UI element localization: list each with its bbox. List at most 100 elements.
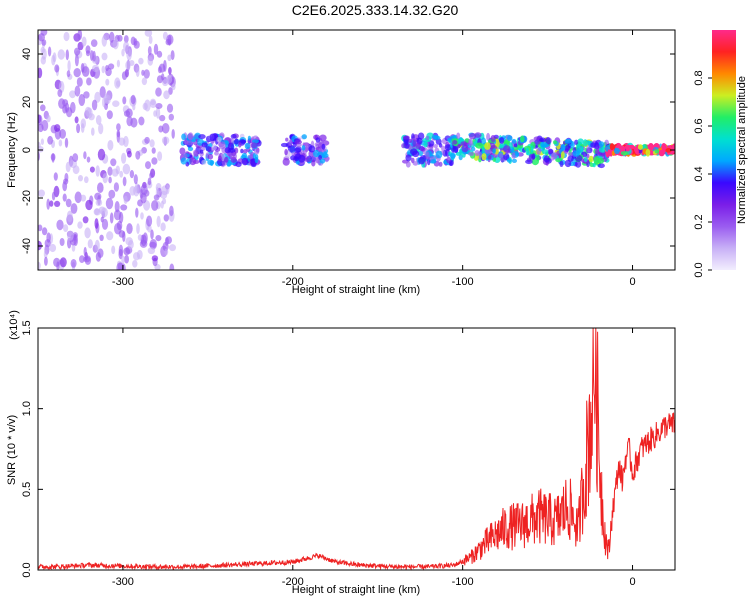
heatmap-cell: [425, 151, 430, 160]
spectrogram-y-tick-label: 0: [21, 147, 33, 153]
heatmap-cell: [106, 231, 114, 241]
spectrogram-y-ticks: -40 -20 0 20 40: [21, 48, 675, 254]
heatmap-cell: [99, 234, 104, 241]
heatmap-cell: [79, 255, 85, 263]
snr-y-tick-label: 0.5: [21, 482, 33, 497]
heatmap-cell: [94, 218, 99, 229]
heatmap-cell: [156, 75, 164, 84]
heatmap-cell: [412, 139, 417, 148]
snr-y-ticks: 0.0 0.5 1.0 1.5: [21, 320, 675, 578]
heatmap-cell: [153, 194, 160, 201]
spectrogram-y-tick-label: -40: [21, 238, 33, 254]
heatmap-cell: [179, 147, 186, 155]
heatmap-cell: [318, 155, 322, 160]
heatmap-cell: [430, 159, 437, 164]
heatmap-cell: [71, 244, 76, 252]
heatmap-cell: [241, 152, 248, 160]
heatmap-cell: [95, 115, 102, 125]
heatmap-cell: [77, 221, 83, 229]
heatmap-cell: [665, 148, 672, 153]
heatmap-cell: [86, 156, 91, 163]
heatmap-cell: [151, 255, 159, 262]
heatmap-cell: [449, 152, 456, 159]
heatmap-cell: [170, 50, 175, 61]
heatmap-cell: [319, 134, 327, 142]
heatmap-cell: [598, 151, 606, 157]
heatmap-cell: [151, 157, 158, 165]
heatmap-cell: [116, 80, 121, 87]
heatmap-cell: [101, 65, 106, 74]
heatmap-cell: [499, 143, 505, 149]
heatmap-cell: [433, 144, 438, 149]
heatmap-cell: [420, 146, 426, 152]
heatmap-cell: [150, 229, 154, 240]
heatmap-cell: [577, 138, 584, 145]
heatmap-cell: [560, 151, 565, 159]
heatmap-cell: [294, 139, 302, 145]
heatmap-cell: [311, 159, 316, 167]
heatmap-cell: [620, 151, 629, 156]
heatmap-cell: [425, 135, 430, 141]
heatmap-cell: [315, 137, 321, 143]
heatmap-cell: [440, 145, 446, 151]
heatmap-cell: [567, 152, 573, 157]
heatmap-cell: [53, 257, 61, 267]
heatmap-cell: [294, 156, 299, 162]
heatmap-cell: [88, 113, 95, 121]
heatmap-cell: [405, 161, 411, 168]
heatmap-cell: [198, 134, 206, 140]
heatmap-cell: [452, 146, 459, 154]
heatmap-cell: [121, 152, 127, 164]
snr-y-tick-label: 1.0: [21, 401, 33, 416]
heatmap-cell: [90, 39, 98, 47]
heatmap-cell: [94, 239, 100, 252]
heatmap-cell: [149, 100, 157, 108]
heatmap-cell: [141, 69, 145, 76]
colorbar-label: Normalized spectral amplitude: [736, 76, 748, 224]
heatmap-cell: [85, 50, 91, 57]
heatmap-cell: [224, 156, 229, 163]
snr-y-tick-label: 0.0: [21, 562, 33, 577]
heatmap-cell: [107, 166, 113, 176]
heatmap-cell: [241, 157, 249, 166]
heatmap-cell: [137, 234, 142, 241]
heatmap-cell: [122, 96, 127, 105]
heatmap-cell: [163, 59, 167, 72]
heatmap-cell: [121, 71, 128, 80]
heatmap-cell: [116, 123, 121, 131]
heatmap-cell: [151, 200, 159, 211]
heatmap-cell: [92, 64, 100, 73]
heatmap-cell: [572, 150, 580, 157]
heatmap-cell: [80, 194, 87, 202]
heatmap-cell: [291, 151, 296, 156]
heatmap-cell: [91, 99, 98, 111]
heatmap-cell: [47, 135, 53, 145]
heatmap-cell: [503, 152, 510, 161]
heatmap-cell: [51, 191, 56, 201]
heatmap-cell: [484, 142, 491, 150]
heatmap-cell: [136, 223, 140, 235]
spectrogram-y-tick-label: 20: [21, 96, 33, 108]
heatmap-cell: [106, 110, 113, 120]
heatmap-cell: [228, 147, 236, 153]
colorbar-ticks: 0.0 0.2 0.4 0.6 0.8: [693, 70, 712, 278]
heatmap-cell: [446, 156, 451, 164]
heatmap-cell: [647, 143, 654, 151]
heatmap-cell: [58, 98, 66, 109]
heatmap-cell: [525, 159, 533, 165]
heatmap-cell: [38, 67, 43, 79]
heatmap-cell: [41, 227, 48, 236]
heatmap-cell: [672, 143, 675, 150]
heatmap-cell: [201, 159, 207, 165]
heatmap-cell: [83, 151, 87, 160]
heatmap-cell: [157, 151, 163, 162]
heatmap-cell: [74, 54, 79, 67]
heatmap-cell: [70, 259, 77, 268]
heatmap-cell: [145, 161, 151, 170]
heatmap-cell: [156, 215, 161, 228]
heatmap-cell: [118, 137, 126, 146]
heatmap-cell: [64, 137, 69, 148]
heatmap-cell: [248, 154, 254, 160]
heatmap-cell: [98, 123, 104, 135]
heatmap-cell: [418, 150, 423, 156]
